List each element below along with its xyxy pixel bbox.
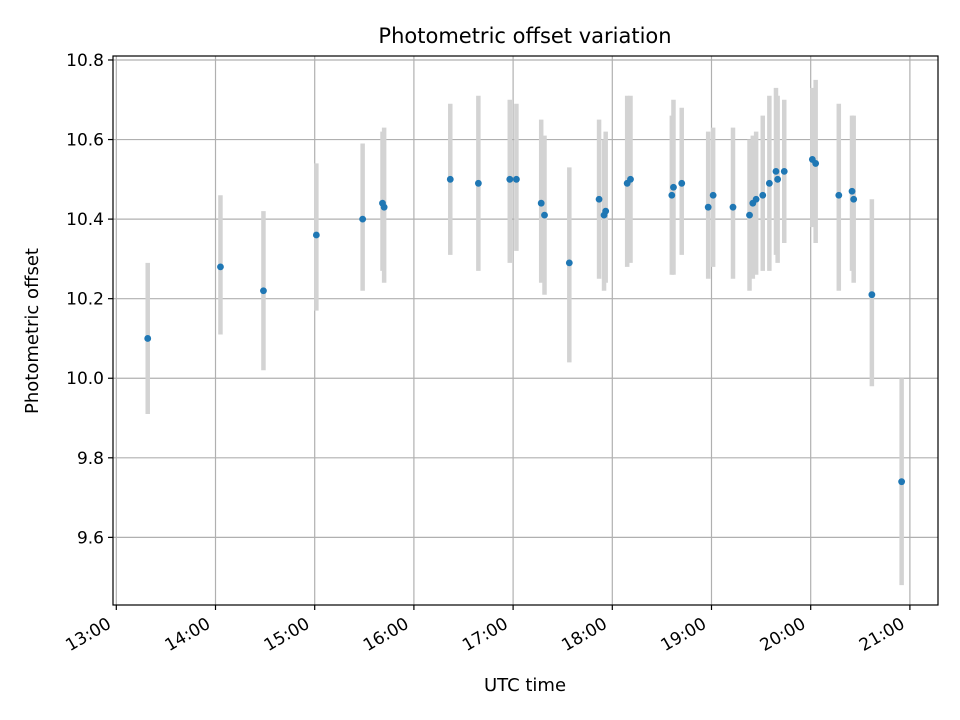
data-point	[627, 175, 634, 183]
data-point	[565, 259, 573, 267]
data-point	[752, 195, 760, 203]
data-point	[217, 263, 224, 271]
data-point	[312, 231, 320, 239]
y-tick-label: 10.6	[66, 131, 104, 151]
data-point	[670, 183, 677, 191]
data-point	[704, 203, 712, 211]
y-tick-label: 9.8	[77, 449, 104, 469]
data-point	[850, 195, 858, 203]
data-point	[474, 179, 482, 187]
data-point	[446, 175, 454, 183]
plot-frame	[112, 55, 939, 606]
data-point	[668, 191, 676, 199]
data-point	[678, 179, 686, 187]
data-point	[260, 287, 267, 295]
data-point	[746, 211, 753, 219]
data-points	[144, 156, 906, 486]
y-tick-label: 10.8	[66, 51, 104, 71]
data-point	[765, 179, 773, 187]
data-point	[868, 291, 876, 299]
data-point	[709, 191, 717, 199]
data-point	[359, 215, 367, 223]
chart-title: Photometric offset variation	[378, 24, 671, 48]
y-tick-label: 9.6	[77, 528, 104, 548]
y-tick-label: 10.0	[66, 369, 104, 389]
data-point	[898, 478, 906, 486]
data-point	[848, 187, 856, 195]
data-point	[729, 203, 737, 211]
data-point	[380, 203, 388, 211]
data-point	[602, 207, 610, 215]
data-point	[144, 335, 152, 342]
data-point	[780, 167, 788, 175]
data-point	[513, 175, 520, 183]
x-axis-label: UTC time	[484, 675, 566, 696]
y-axis-ticks: 9.6 9.8 10.0 10.2 10.4 10.6 10.8	[66, 51, 113, 548]
data-point	[506, 175, 514, 183]
data-point	[759, 191, 767, 199]
data-point	[537, 199, 545, 207]
data-point	[835, 191, 843, 199]
y-axis-label: Photometric offset	[22, 248, 43, 414]
data-point	[541, 211, 548, 219]
y-tick-label: 10.2	[66, 290, 104, 310]
data-point	[772, 167, 780, 175]
y-tick-label: 10.4	[66, 210, 104, 230]
data-point	[812, 160, 820, 167]
data-point	[774, 175, 782, 183]
data-point	[595, 195, 603, 203]
